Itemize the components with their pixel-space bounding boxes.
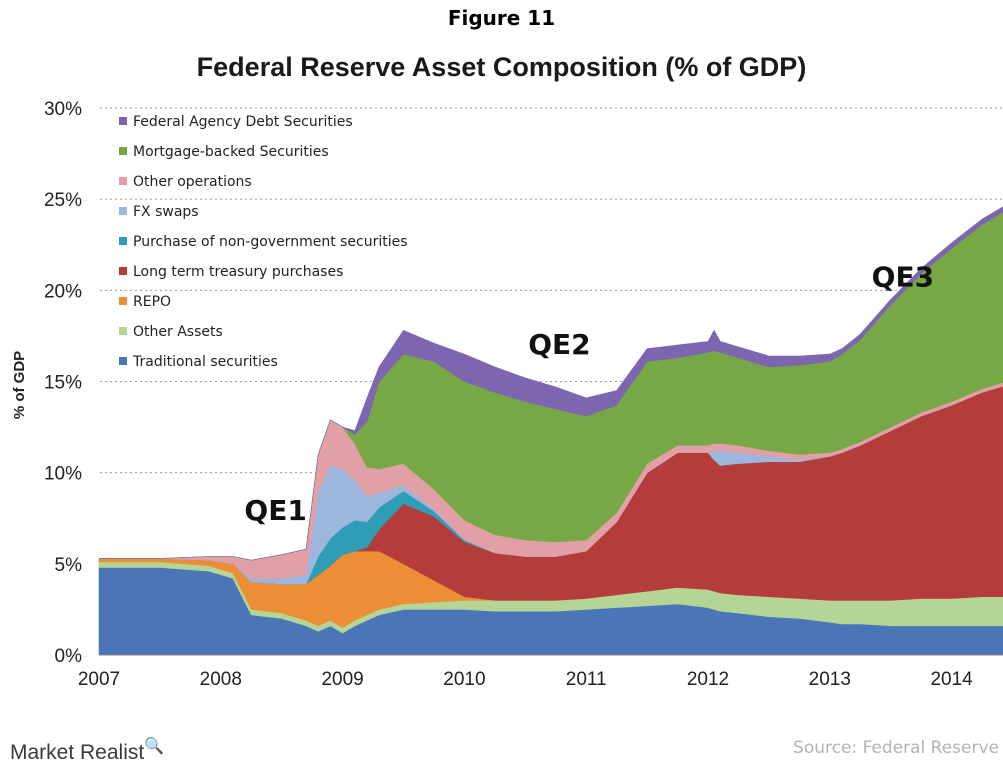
x-axis: 2007 2008 2009 2010 2011 2012 2013 2014 — [78, 654, 1003, 690]
area-federal-agency-debt-securities — [99, 206, 1003, 561]
source-note: Source: Federal Reserve — [793, 738, 999, 758]
legend-swatch — [119, 237, 127, 245]
legend-swatch — [119, 357, 127, 365]
x-tick-label: 2009 — [321, 669, 363, 690]
legend-swatch — [119, 297, 127, 305]
magnifier-icon: 🔍 — [144, 738, 165, 755]
y-tick-label: 15% — [44, 373, 82, 394]
x-tick-label: 2012 — [687, 669, 729, 690]
x-tick-label: 2010 — [443, 669, 485, 690]
legend-swatch — [119, 117, 127, 125]
legend-item-fx-swaps: FX swaps — [119, 204, 199, 220]
legend-item-long-term-treasury-purchases: Long term treasury purchases — [119, 264, 343, 280]
x-tick-label: 2013 — [809, 669, 851, 690]
x-tick-label: 2014 — [930, 669, 973, 690]
x-tick-label: 2008 — [200, 669, 242, 690]
y-tick-label: 10% — [44, 464, 82, 485]
chart-title: Federal Reserve Asset Composition (% of … — [196, 52, 807, 82]
legend-swatch — [119, 177, 127, 185]
legend-item-purchase-of-non-government-securities: Purchase of non-government securities — [119, 234, 408, 250]
y-axis-label: % of GDP — [11, 351, 28, 419]
figure-label: Figure 11 — [447, 6, 556, 30]
legend-swatch — [119, 267, 127, 275]
legend-label: Other operations — [133, 174, 252, 190]
legend-label: FX swaps — [133, 204, 199, 220]
brand-name: Market Realist — [10, 741, 145, 764]
legend-label: Long term treasury purchases — [133, 264, 343, 280]
y-axis: 0% 5% 10% 15% 20% 25% 30% — [44, 99, 82, 667]
legend-label: Traditional securities — [132, 354, 278, 370]
legend-item-repo: REPO — [119, 294, 171, 310]
legend-label: Other Assets — [133, 324, 223, 340]
annotation-qe1: QE1 — [244, 494, 306, 527]
annotation-qe3: QE3 — [872, 261, 934, 294]
x-tick-label: 2007 — [78, 669, 120, 690]
y-tick-label: 25% — [44, 190, 82, 211]
annotations: QE1 QE2 QE3 — [244, 261, 934, 527]
legend-label: Mortgage-backed Securities — [133, 144, 329, 160]
area-series — [98, 206, 1003, 656]
legend-item-traditional-securities: Traditional securities — [119, 354, 278, 370]
y-tick-label: 0% — [55, 646, 83, 667]
legend-label: Purchase of non-government securities — [133, 234, 408, 250]
legend-label: REPO — [133, 294, 171, 310]
legend-item-other-operations: Other operations — [119, 174, 252, 190]
y-tick-label: 20% — [44, 281, 82, 302]
legend-item-mortgage-backed-securities: Mortgage-backed Securities — [119, 144, 329, 160]
y-tick-label: 5% — [55, 555, 83, 576]
legend-label: Federal Agency Debt Securities — [133, 114, 353, 130]
legend-item-other-assets: Other Assets — [119, 324, 223, 340]
legend-item-federal-agency-debt-securities: Federal Agency Debt Securities — [119, 114, 353, 130]
brand-logo: Market Realist🔍 — [10, 736, 164, 765]
legend-swatch — [119, 207, 127, 215]
legend: Federal Agency Debt Securities Mortgage-b… — [119, 114, 408, 370]
legend-swatch — [119, 147, 127, 155]
annotation-qe2: QE2 — [528, 328, 590, 361]
x-tick-label: 2011 — [566, 669, 607, 690]
y-tick-label: 30% — [44, 99, 82, 120]
legend-swatch — [119, 327, 127, 335]
